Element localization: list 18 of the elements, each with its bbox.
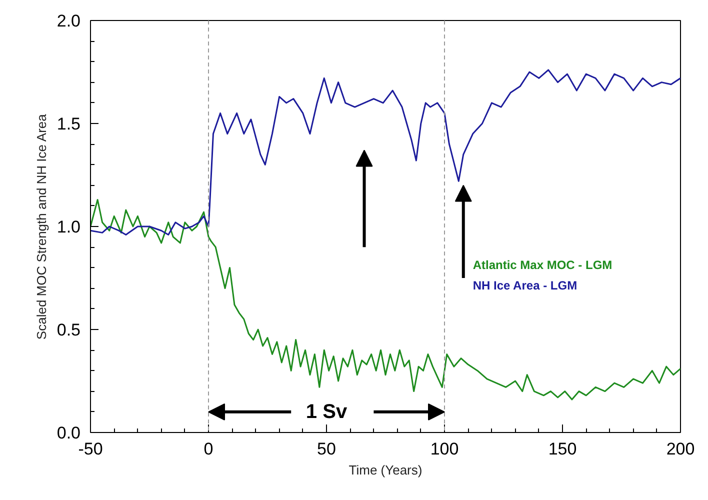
- line-series: [90, 69, 680, 236]
- y-tick-label: 0.5: [56, 320, 81, 340]
- x-tick-label: -50: [78, 440, 103, 458]
- x-tick-label: 150: [548, 440, 577, 458]
- x-tick-label: 100: [430, 440, 459, 458]
- y-tick-label: 1.5: [56, 114, 81, 134]
- x-axis-title: Time (Years): [348, 462, 422, 478]
- text: NH Ice Area - LGM: [472, 278, 578, 292]
- x-tick-label: 50: [317, 440, 336, 458]
- y-axis-title: Scaled MOC Strength and NH Ice Area: [34, 113, 49, 340]
- x-tick-label: 0: [204, 440, 214, 458]
- line-series: [90, 198, 680, 400]
- text: Atlantic Max MOC - LGM: [472, 258, 612, 272]
- annotation: 1 Sv: [306, 400, 348, 423]
- y-tick-label: 2.0: [56, 12, 81, 30]
- y-tick-label: 0.0: [56, 424, 81, 442]
- x-tick-label: 200: [666, 440, 695, 458]
- y-tick-label: 1.0: [56, 218, 81, 236]
